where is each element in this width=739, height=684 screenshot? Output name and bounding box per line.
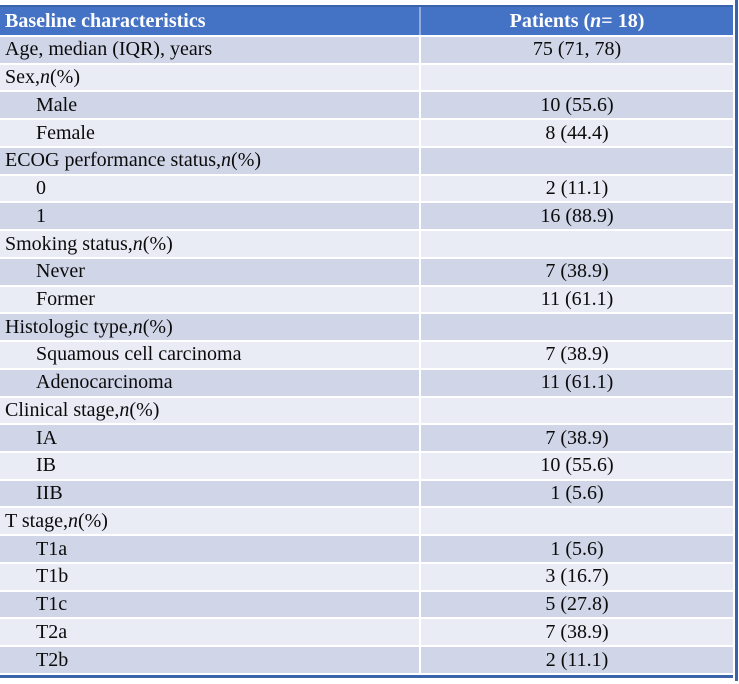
- characteristic-cell: Smoking status, n (%): [0, 231, 421, 257]
- table-row: Male 10 (55.6): [0, 90, 733, 119]
- value-cell: [421, 65, 733, 91]
- table-body: Age, median (IQR), years 75 (71, 78) Sex, …: [0, 35, 733, 673]
- table-row: Sex, n (%): [0, 62, 733, 91]
- characteristic-cell: Sex, n (%): [0, 64, 421, 91]
- characteristic-cell: Former: [0, 286, 421, 313]
- table-row: T1b 3 (16.7): [0, 561, 733, 590]
- characteristic-cell: Female: [0, 120, 421, 146]
- table-row: IB 10 (55.6): [0, 451, 733, 479]
- value-cell: 3 (16.7): [545, 565, 609, 588]
- characteristic-cell: T2b: [0, 647, 421, 673]
- table-row: Female 8 (44.4): [0, 118, 733, 146]
- characteristic-cell: T1c: [0, 591, 421, 618]
- value-cell: [421, 148, 733, 174]
- table-row: T2a 7 (38.9): [0, 617, 733, 646]
- header-patients-count: Patients (n = 18): [509, 9, 645, 32]
- table-row: Adenocarcinoma 11 (61.1): [0, 367, 733, 396]
- table-right-border: [735, 0, 738, 681]
- characteristic-cell: Male: [0, 92, 421, 119]
- characteristic-cell: Squamous cell carcinoma: [0, 342, 421, 368]
- table-row: ECOG performance status, n (%): [0, 145, 733, 174]
- characteristic-cell: Age, median (IQR), years: [0, 37, 421, 63]
- italic-n: n: [132, 315, 143, 338]
- italic-n: n: [132, 232, 143, 255]
- characteristic-cell: ECOG performance status, n (%): [0, 147, 421, 174]
- table-row: 0 2 (11.1): [0, 173, 733, 202]
- table-row: IA 7 (38.9): [0, 423, 733, 452]
- value-cell: 2 (11.1): [545, 648, 609, 671]
- table-row: Smoking status, n (%): [0, 229, 733, 257]
- value-cell: 1 (5.6): [550, 482, 604, 505]
- table-header-row: Baseline characteristics Patients (n = 1…: [0, 5, 733, 35]
- italic-n: n: [119, 398, 130, 421]
- value-cell: 75 (71, 78): [532, 38, 622, 61]
- value-cell: 7 (38.9): [545, 260, 609, 283]
- table-row: 1 16 (88.9): [0, 201, 733, 230]
- bottom-gap: [0, 672, 733, 675]
- table-row: T stage, n (%): [0, 506, 733, 535]
- table-row: Former 11 (61.1): [0, 284, 733, 313]
- table-row: Clinical stage, n (%): [0, 395, 733, 424]
- value-cell: 5 (27.8): [545, 593, 609, 616]
- header-baseline-characteristics: Baseline characteristics: [0, 7, 421, 35]
- table-row: T1a 1 (5.6): [0, 534, 733, 562]
- value-cell: 2 (11.1): [545, 177, 609, 200]
- value-cell: 7 (38.9): [545, 426, 609, 449]
- value-cell: 1 (5.6): [550, 537, 604, 560]
- value-cell: 10 (55.6): [540, 93, 614, 116]
- table-row: IIB 1 (5.6): [0, 478, 733, 507]
- characteristic-cell: Never: [0, 258, 421, 285]
- italic-n: n: [590, 9, 602, 32]
- characteristic-cell: T2a: [0, 619, 421, 646]
- characteristic-cell: T stage, n (%): [0, 508, 421, 535]
- characteristic-cell: IB: [0, 453, 421, 479]
- characteristic-cell: 1: [0, 203, 421, 230]
- value-cell: [421, 508, 733, 534]
- characteristic-cell: Histologic type, n (%): [0, 314, 421, 341]
- value-cell: 11 (61.1): [540, 287, 614, 310]
- characteristic-cell: IA: [0, 425, 421, 452]
- italic-n: n: [40, 66, 50, 89]
- value-cell: 11 (61.1): [540, 371, 614, 394]
- table-row: Histologic type, n (%): [0, 312, 733, 341]
- value-cell: 8 (44.4): [545, 121, 609, 144]
- value-cell: 7 (38.9): [545, 343, 609, 366]
- italic-n: n: [67, 509, 78, 532]
- characteristic-cell: T1a: [0, 536, 421, 562]
- table-bottom-border: [0, 674, 733, 678]
- value-cell: [421, 398, 733, 424]
- value-cell: 16 (88.9): [540, 204, 614, 227]
- italic-n: n: [221, 149, 232, 172]
- table-row: Never 7 (38.9): [0, 256, 733, 285]
- characteristic-cell: 0: [0, 175, 421, 202]
- value-cell: [421, 231, 733, 257]
- table-row: T2b 2 (11.1): [0, 645, 733, 673]
- characteristic-cell: Adenocarcinoma: [0, 369, 421, 396]
- characteristic-cell: T1b: [0, 563, 421, 590]
- characteristic-cell: Clinical stage, n (%): [0, 397, 421, 424]
- table-row: T1c 5 (27.8): [0, 589, 733, 618]
- table-row: Age, median (IQR), years 75 (71, 78): [0, 35, 733, 63]
- characteristic-cell: IIB: [0, 480, 421, 507]
- value-cell: [421, 314, 733, 340]
- value-cell: 7 (38.9): [545, 620, 609, 643]
- value-cell: 10 (55.6): [540, 454, 614, 477]
- baseline-characteristics-table: Baseline characteristics Patients (n = 1…: [0, 5, 733, 678]
- table-row: Squamous cell carcinoma 7 (38.9): [0, 340, 733, 368]
